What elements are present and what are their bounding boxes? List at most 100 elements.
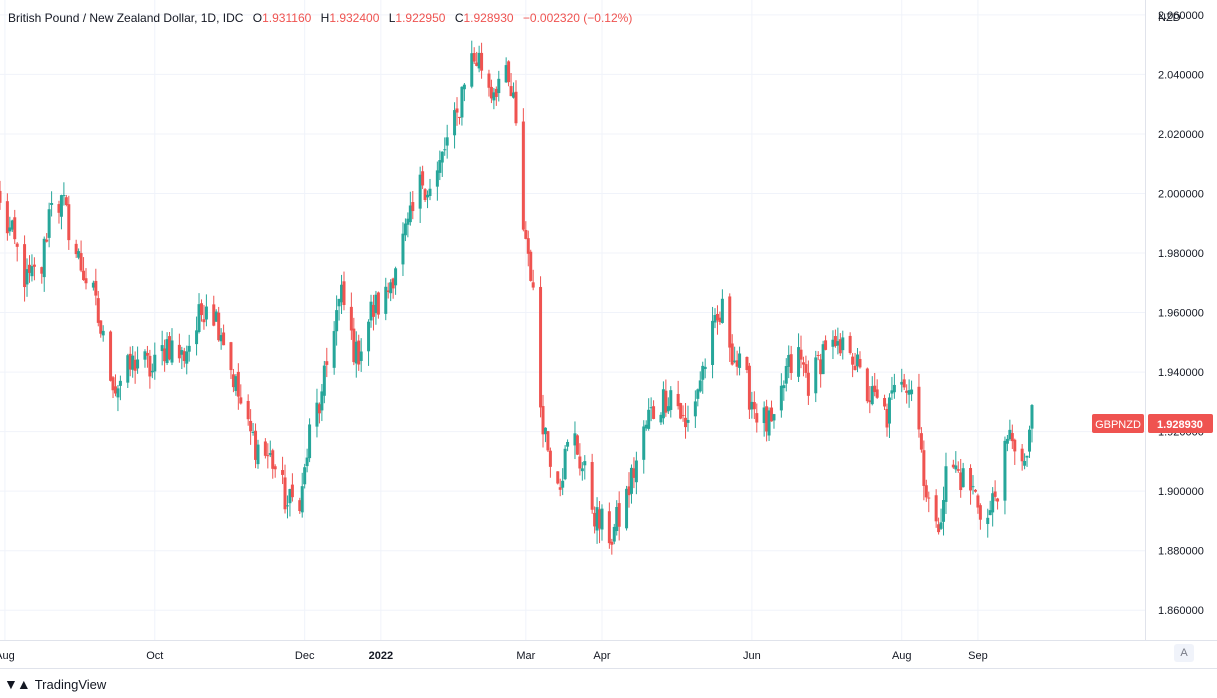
- candle: [477, 45, 481, 73]
- currency-label: NZD: [1158, 12, 1181, 24]
- candle: [666, 397, 670, 414]
- candle: [531, 269, 535, 291]
- candle: [23, 235, 27, 302]
- candle: [701, 361, 705, 394]
- candle: [109, 330, 113, 382]
- candle: [337, 298, 341, 321]
- candle: [973, 489, 977, 493]
- candle: [59, 194, 63, 230]
- candle: [94, 268, 98, 306]
- candle: [150, 363, 154, 379]
- candle: [944, 452, 948, 514]
- low-value: 1.922950: [395, 11, 446, 25]
- candle: [782, 380, 786, 401]
- candle: [669, 386, 673, 418]
- candle: [30, 254, 34, 282]
- tradingview-branding[interactable]: ▼▲ TradingView: [4, 676, 106, 692]
- candle: [317, 402, 321, 424]
- candle: [868, 386, 872, 414]
- candle: [509, 72, 513, 97]
- candle: [325, 347, 329, 378]
- price-axis[interactable]: 1.8600001.8800001.9000001.9200001.940000…: [1158, 10, 1204, 617]
- candle: [924, 479, 928, 502]
- low-label: L: [388, 11, 396, 25]
- candle: [541, 394, 545, 448]
- candle: [165, 332, 169, 366]
- candle: [197, 293, 201, 334]
- candle: [848, 332, 852, 355]
- candle: [919, 427, 923, 453]
- candle: [308, 418, 312, 463]
- candle: [91, 280, 95, 291]
- high-label: H: [320, 11, 330, 25]
- candle: [359, 338, 363, 372]
- candle: [900, 368, 904, 393]
- candle: [231, 368, 235, 393]
- time-axis[interactable]: Aug Oct Dec 2022 Mar Apr Jun Aug Sep: [0, 650, 988, 662]
- candle: [40, 266, 44, 284]
- candle: [163, 339, 167, 372]
- candle: [801, 356, 805, 377]
- candle: [767, 407, 771, 441]
- candle: [607, 502, 611, 549]
- candle: [101, 325, 105, 342]
- time-tick-label: Dec: [295, 650, 315, 662]
- candle: [497, 70, 501, 102]
- candle: [131, 345, 135, 378]
- candle: [627, 472, 631, 508]
- symbol-tag-label: GBPNZD: [1095, 419, 1141, 431]
- candle: [13, 209, 17, 245]
- candlestick-series: [0, 40, 1034, 555]
- candle: [475, 51, 479, 67]
- candle: [728, 293, 732, 362]
- candle: [423, 188, 427, 202]
- candle: [833, 329, 837, 348]
- candle: [890, 376, 894, 401]
- candle: [546, 430, 550, 452]
- candle: [593, 506, 597, 534]
- candle: [234, 374, 238, 396]
- candle: [315, 388, 319, 438]
- candle: [389, 279, 393, 302]
- price-tick-label: 1.900000: [1158, 486, 1204, 498]
- high-value: 1.932400: [329, 11, 380, 25]
- candle: [713, 308, 717, 329]
- time-tick-label: 2022: [369, 650, 393, 662]
- candle: [411, 190, 415, 220]
- candle: [561, 468, 565, 496]
- candle: [403, 218, 407, 242]
- candle: [273, 464, 277, 478]
- candle: [715, 305, 719, 335]
- last-price-label: 1.928930: [1157, 419, 1203, 431]
- price-tick-label: 1.880000: [1158, 546, 1204, 558]
- candle: [285, 495, 289, 519]
- candle: [548, 447, 552, 478]
- candle: [357, 334, 361, 371]
- candle: [789, 345, 793, 380]
- candle: [684, 403, 688, 439]
- candle: [126, 353, 130, 388]
- time-tick-label: Apr: [593, 650, 610, 662]
- candle: [320, 383, 324, 422]
- candle: [681, 405, 685, 422]
- auto-scale-button[interactable]: A: [1174, 644, 1194, 662]
- candle: [187, 334, 191, 362]
- candle: [934, 489, 938, 528]
- candle: [858, 351, 862, 369]
- candle: [246, 394, 250, 426]
- candle: [735, 350, 739, 376]
- candle: [445, 124, 449, 159]
- candle: [772, 413, 776, 429]
- candle: [182, 347, 186, 368]
- candle: [804, 355, 808, 378]
- candle: [806, 360, 810, 405]
- candle: [438, 150, 442, 181]
- candle: [268, 440, 272, 458]
- candle: [787, 345, 791, 379]
- candle: [718, 311, 722, 325]
- candle: [202, 304, 206, 330]
- candle: [96, 290, 100, 327]
- candle: [917, 373, 921, 438]
- candle: [521, 108, 525, 232]
